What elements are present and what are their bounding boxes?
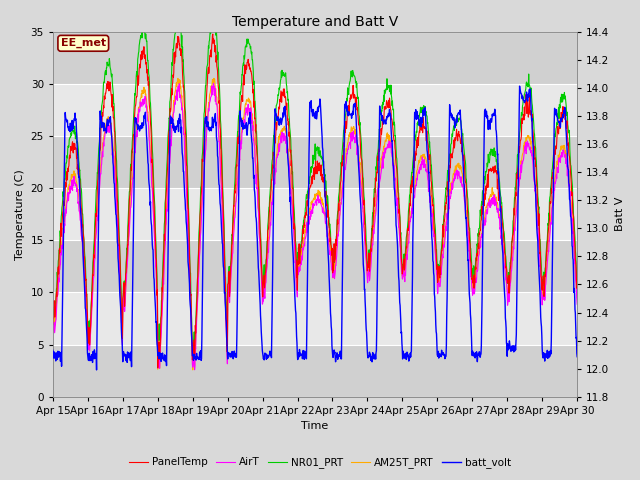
AM25T_PRT: [166, 155, 173, 161]
PanelTemp: [153, 276, 161, 282]
PanelTemp: [512, 190, 520, 195]
NR01_PRT: [573, 280, 581, 286]
batt_volt: [573, 354, 581, 360]
AirT: [210, 81, 218, 86]
AirT: [225, 288, 233, 293]
NR01_PRT: [49, 322, 57, 328]
NR01_PRT: [175, 11, 182, 17]
AirT: [153, 288, 161, 293]
Line: AM25T_PRT: AM25T_PRT: [53, 78, 577, 370]
batt_volt: [153, 341, 161, 347]
AM25T_PRT: [189, 367, 196, 373]
NR01_PRT: [225, 269, 233, 275]
AM25T_PRT: [153, 280, 161, 286]
NR01_PRT: [189, 358, 196, 363]
X-axis label: Time: Time: [301, 421, 328, 432]
batt_volt: [166, 126, 173, 132]
batt_volt: [225, 349, 232, 355]
PanelTemp: [225, 270, 233, 276]
AirT: [465, 248, 473, 253]
AirT: [573, 301, 581, 307]
Bar: [53, 136, 577, 188]
AirT: [512, 217, 520, 223]
AM25T_PRT: [225, 285, 233, 291]
AirT: [49, 330, 57, 336]
PanelTemp: [573, 284, 581, 290]
AM25T_PRT: [573, 295, 581, 300]
PanelTemp: [209, 31, 216, 37]
AM25T_PRT: [465, 249, 473, 254]
NR01_PRT: [512, 186, 520, 192]
NR01_PRT: [153, 265, 161, 271]
AirT: [166, 161, 173, 167]
Line: NR01_PRT: NR01_PRT: [53, 14, 577, 360]
AM25T_PRT: [397, 252, 404, 257]
Bar: [53, 345, 577, 397]
batt_volt: [397, 311, 404, 316]
batt_volt: [465, 280, 473, 286]
batt_volt: [516, 83, 524, 89]
PanelTemp: [49, 322, 57, 327]
PanelTemp: [465, 231, 473, 237]
batt_volt: [49, 348, 57, 353]
batt_volt: [511, 343, 519, 348]
Title: Temperature and Batt V: Temperature and Batt V: [232, 15, 398, 29]
AirT: [191, 367, 198, 372]
PanelTemp: [397, 237, 404, 242]
Line: batt_volt: batt_volt: [53, 86, 577, 370]
NR01_PRT: [397, 229, 404, 235]
AM25T_PRT: [512, 213, 520, 218]
Legend: PanelTemp, AirT, NR01_PRT, AM25T_PRT, batt_volt: PanelTemp, AirT, NR01_PRT, AM25T_PRT, ba…: [125, 453, 515, 472]
Bar: [53, 240, 577, 292]
Text: EE_met: EE_met: [61, 38, 106, 48]
AM25T_PRT: [174, 75, 182, 81]
AM25T_PRT: [49, 324, 57, 329]
AirT: [397, 256, 404, 262]
PanelTemp: [166, 118, 173, 123]
NR01_PRT: [465, 227, 473, 233]
Y-axis label: Batt V: Batt V: [615, 197, 625, 231]
NR01_PRT: [166, 116, 173, 121]
Bar: [53, 32, 577, 84]
Line: AirT: AirT: [53, 84, 577, 370]
Y-axis label: Temperature (C): Temperature (C): [15, 169, 25, 260]
Line: PanelTemp: PanelTemp: [53, 34, 577, 368]
PanelTemp: [154, 365, 162, 371]
batt_volt: [93, 367, 100, 373]
